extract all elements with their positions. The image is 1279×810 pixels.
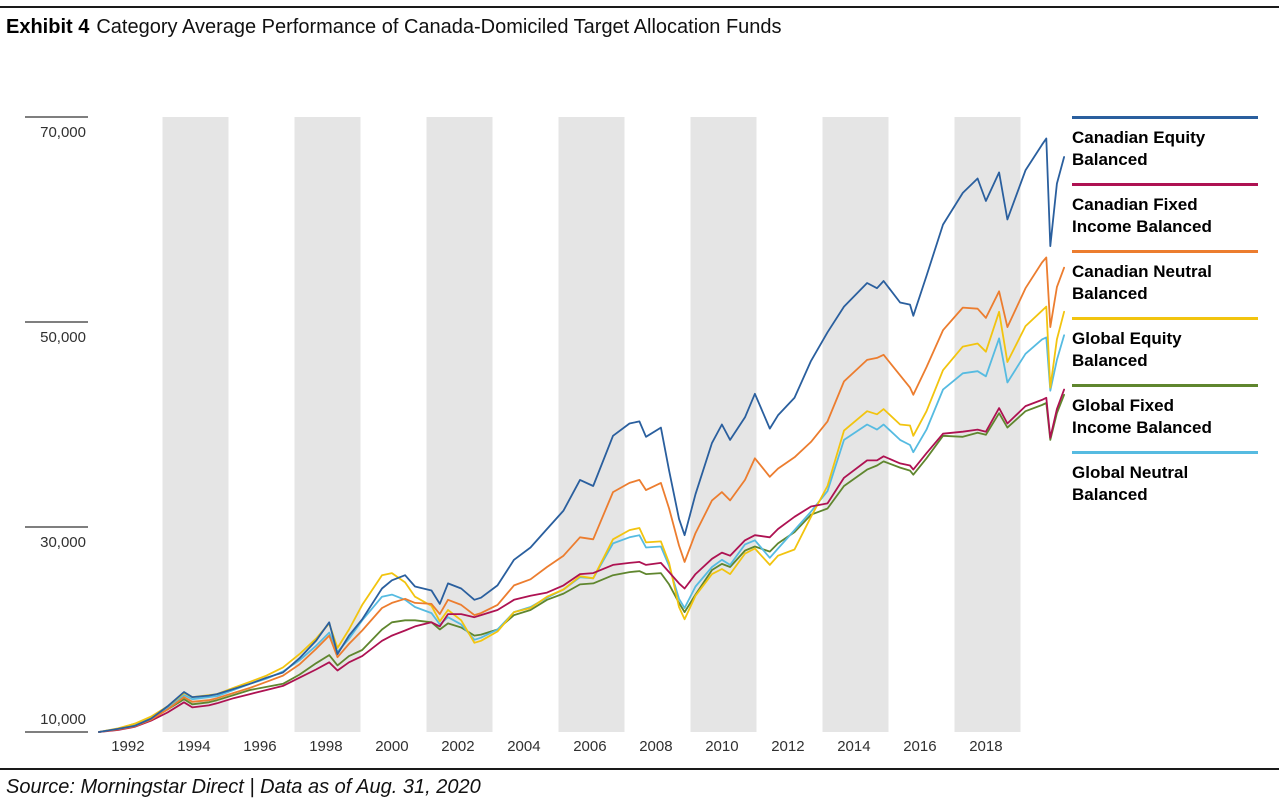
x-tick-label: 1992 — [111, 738, 144, 755]
series-line-canadian-equity-balanced — [98, 137, 1065, 733]
x-tick-label: 2018 — [969, 738, 1002, 755]
legend-color-bar — [1072, 384, 1258, 387]
series-line-canadian-fixed-income-balanced — [98, 388, 1065, 733]
x-tick-label: 1998 — [309, 738, 342, 755]
legend-item-canadian-fixed-income-balanced: Canadian Fixed Income Balanced — [1072, 183, 1272, 238]
x-tick-label: 2002 — [441, 738, 474, 755]
background-band — [294, 117, 361, 732]
background-band — [558, 117, 625, 732]
legend-label: Global Neutral Balanced — [1072, 463, 1189, 504]
x-tick-label: 2016 — [903, 738, 936, 755]
background-band — [162, 117, 229, 732]
legend-label: Canadian Neutral Balanced — [1072, 262, 1212, 303]
x-tick-label: 2000 — [375, 738, 408, 755]
legend-label: Canadian Equity Balanced — [1072, 128, 1206, 169]
legend-item-global-neutral-balanced: Global Neutral Balanced — [1072, 451, 1272, 506]
legend-item-global-fixed-income-balanced: Global Fixed Income Balanced — [1072, 384, 1272, 439]
legend-color-bar — [1072, 317, 1258, 320]
page-title: Exhibit 4 Category Average Performance of… — [6, 14, 782, 40]
legend-color-bar — [1072, 250, 1258, 253]
exhibit-title: Category Average Performance of Canada-D… — [96, 16, 782, 38]
source-note: Source: Morningstar Direct | Data as of … — [6, 776, 481, 798]
legend-item-canadian-equity-balanced: Canadian Equity Balanced — [1072, 116, 1272, 171]
legend-color-bar — [1072, 116, 1258, 119]
chart-legend: Canadian Equity Balanced Canadian Fixed … — [1072, 116, 1272, 518]
legend-label: Global Fixed Income Balanced — [1072, 396, 1212, 437]
y-tick-label: 50,000 — [40, 329, 86, 346]
y-tick-label: 10,000 — [40, 711, 86, 728]
series-line-global-fixed-income-balanced — [98, 393, 1065, 733]
x-tick-label: 2014 — [837, 738, 870, 755]
x-tick-label: 2004 — [507, 738, 540, 755]
top-rule — [0, 6, 1279, 8]
y-tick-label: 30,000 — [40, 534, 86, 551]
legend-color-bar — [1072, 183, 1258, 186]
x-tick-label: 1994 — [177, 738, 210, 755]
legend-item-canadian-neutral-balanced: Canadian Neutral Balanced — [1072, 250, 1272, 305]
background-band — [690, 117, 757, 732]
y-tick-label: 70,000 — [40, 124, 86, 141]
background-band — [426, 117, 493, 732]
legend-item-global-equity-balanced: Global Equity Balanced — [1072, 317, 1272, 372]
x-tick-label: 1996 — [243, 738, 276, 755]
legend-color-bar — [1072, 451, 1258, 454]
background-band — [822, 117, 889, 732]
x-tick-label: 2008 — [639, 738, 672, 755]
legend-label: Global Equity Balanced — [1072, 329, 1182, 370]
footer-rule — [0, 768, 1279, 770]
series-line-canadian-neutral-balanced — [98, 256, 1065, 733]
series-line-global-equity-balanced — [98, 305, 1065, 733]
x-tick-label: 2006 — [573, 738, 606, 755]
exhibit-label: Exhibit 4 — [6, 16, 90, 38]
x-tick-label: 2010 — [705, 738, 738, 755]
x-tick-label: 2012 — [771, 738, 804, 755]
legend-label: Canadian Fixed Income Balanced — [1072, 195, 1212, 236]
